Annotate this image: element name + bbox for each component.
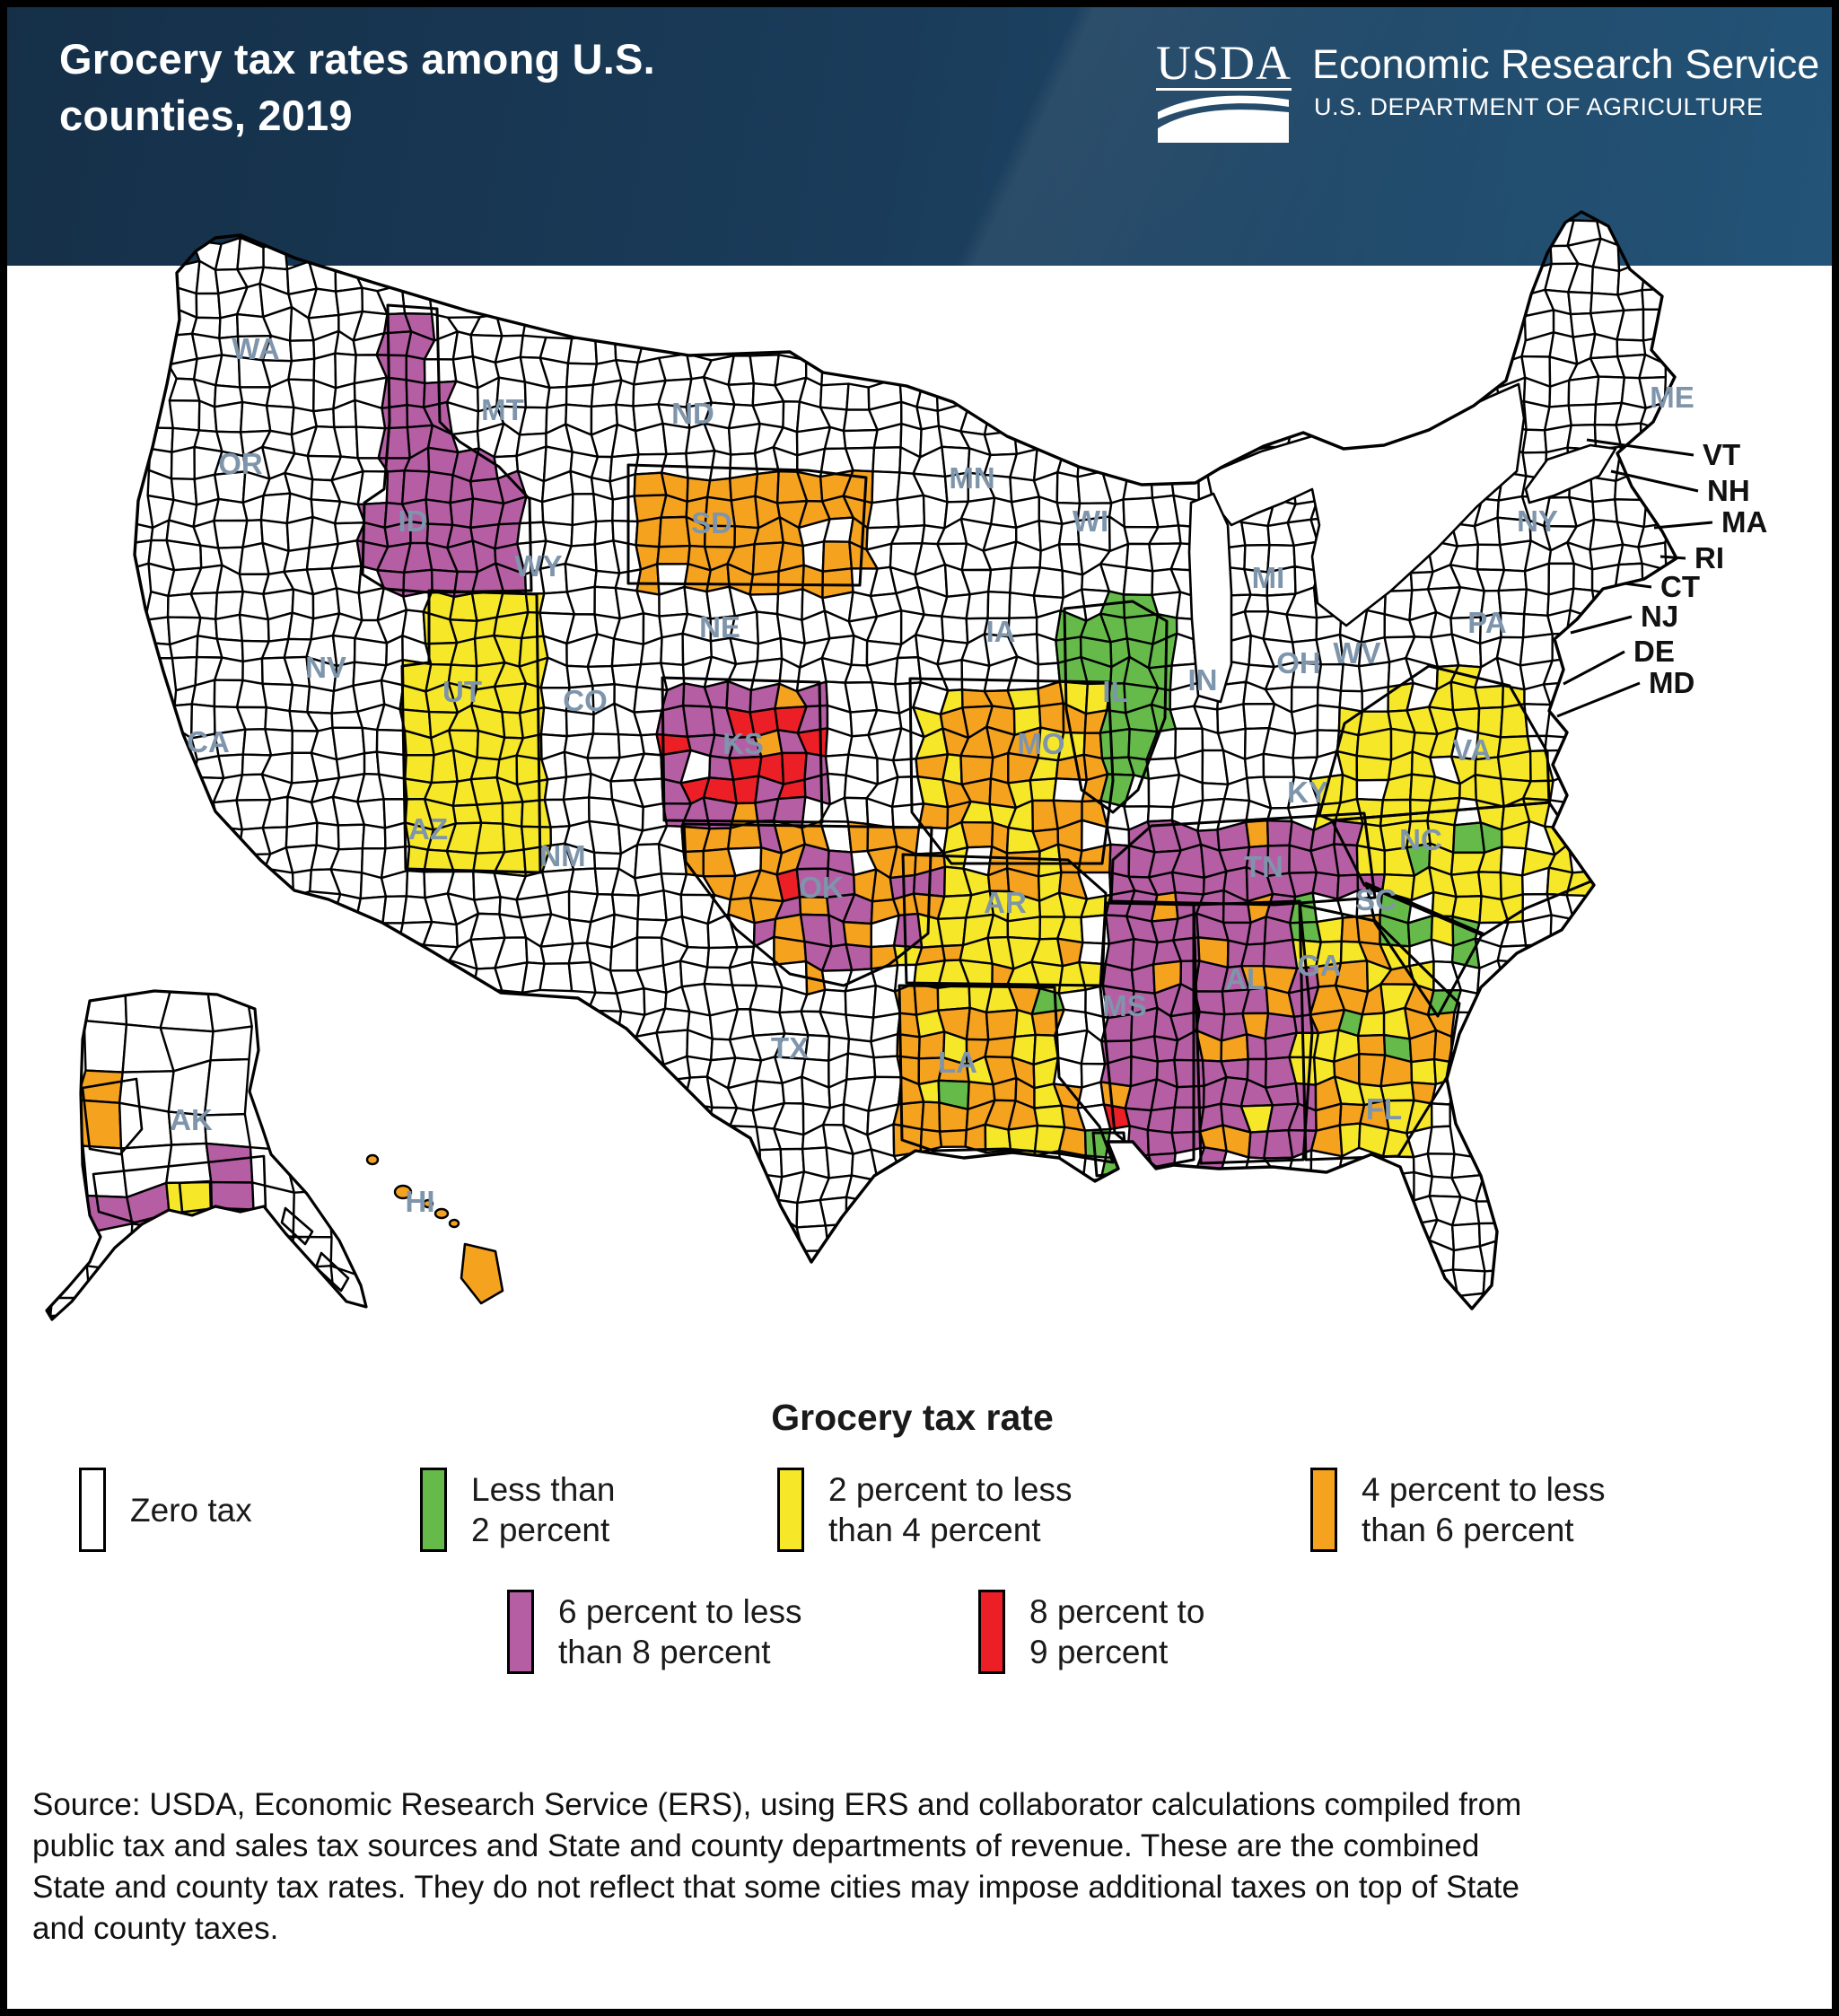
legend-item-1: Less than 2 percent [420,1467,615,1553]
state-label-ar: AR [984,886,1027,919]
state-label-sd: SD [691,506,732,539]
state-label-wa: WA [232,332,279,365]
legend-label: 8 percent to 9 percent [1029,1593,1205,1670]
state-label-hi: HI [406,1185,435,1218]
legend-item-0: Zero tax [79,1467,252,1553]
state-label-ny: NY [1517,504,1558,538]
state-label-mt: MT [481,393,524,426]
state-label-wy: WY [514,549,562,583]
legend-label: 6 percent to less than 8 percent [558,1593,802,1670]
state-label-id: ID [398,504,428,538]
state-label-co: CO [563,684,608,717]
legend-label: 2 percent to less than 4 percent [828,1471,1073,1548]
legend-label: 4 percent to less than 6 percent [1362,1471,1606,1548]
state-label-pa: PA [1467,606,1506,639]
state-label-nv: NV [305,651,346,684]
state-label-oh: OH [1276,646,1321,679]
coastal-state-label-ma: MA [1721,505,1767,539]
state-label-ks: KS [722,727,764,760]
legend-label: Less than 2 percent [471,1471,616,1548]
page-title: Grocery tax rates among U.S. counties, 20… [59,31,687,144]
state-label-ky: KY [1287,776,1328,809]
source-note-line: and county taxes. [32,1911,279,1946]
state-label-la: LA [938,1046,977,1079]
legend-swatch [79,1468,106,1552]
coastal-state-label-md: MD [1649,666,1695,699]
state-label-mo: MO [1017,727,1064,760]
state-label-nm: NM [539,839,585,872]
state-label-ut: UT [442,675,482,708]
coastal-state-label-ct: CT [1660,570,1700,603]
state-label-ne: NE [699,610,740,644]
legend-title: Grocery tax rate [771,1397,1054,1438]
state-label-ak: AK [170,1103,213,1136]
legend-swatch [978,1590,1005,1674]
legend-swatch [507,1590,534,1674]
state-label-mn: MN [949,461,994,495]
state-label-fl: FL [1366,1092,1402,1126]
state-label-az: AZ [408,812,448,846]
state-label-nd: ND [671,397,714,430]
legend-item-5: 8 percent to 9 percent [978,1589,1204,1675]
state-label-or: OR [218,447,263,480]
usda-logo: USDA [1156,36,1292,145]
state-label-sc: SC [1355,883,1397,916]
source-note-line: State and county tax rates. They do not … [32,1870,1519,1905]
department-name: U.S. DEPARTMENT OF AGRICULTURE [1314,93,1764,120]
legend-item-4: 6 percent to less than 8 percent [507,1589,801,1675]
coastal-state-label-vt: VT [1703,438,1740,471]
state-label-tx: TX [771,1031,809,1065]
legend-item-2: 2 percent to less than 4 percent [777,1467,1072,1553]
coastal-state-label-nh: NH [1707,474,1750,507]
state-label-nc: NC [1399,823,1442,856]
state-label-il: IL [1102,675,1128,708]
legend-swatch [1310,1468,1337,1552]
legend-item-3: 4 percent to less than 6 percent [1310,1467,1605,1553]
state-label-mi: MI [1252,561,1285,594]
source-note: Source: USDA, Economic Research Service … [32,1784,1791,1950]
state-label-in: IN [1188,663,1218,697]
state-label-me: ME [1650,381,1695,414]
source-note-line: Source: USDA, Economic Research Service … [32,1787,1522,1822]
legend-label: Zero tax [130,1491,252,1529]
coastal-state-label-de: DE [1633,635,1675,668]
state-label-wi: WI [1073,504,1108,538]
state-label-va: VA [1452,733,1491,767]
state-label-ok: OK [799,871,844,904]
state-label-ms: MS [1102,989,1147,1022]
state-label-al: AL [1225,962,1265,995]
source-note-line: public tax and sales tax sources and Sta… [32,1828,1480,1863]
state-label-ga: GA [1297,949,1342,982]
agency-name: Economic Research Service [1312,41,1820,87]
legend-swatch [777,1468,804,1552]
state-label-ia: IA [986,615,1016,648]
coastal-state-label-nj: NJ [1641,600,1678,633]
page-title-line: Grocery tax rates among U.S. [59,35,655,83]
state-label-wv: WV [1333,636,1380,670]
page-title-line: counties, 2019 [59,92,353,139]
header-banner: Grocery tax rates among U.S. counties, 20… [0,0,1839,266]
legend-swatch [420,1468,447,1552]
state-label-tn: TN [1244,850,1283,883]
usda-swoosh-icon [1158,95,1289,143]
coastal-state-label-ri: RI [1695,541,1724,574]
state-label-ca: CA [187,725,230,758]
usda-wordmark: USDA [1156,36,1292,91]
